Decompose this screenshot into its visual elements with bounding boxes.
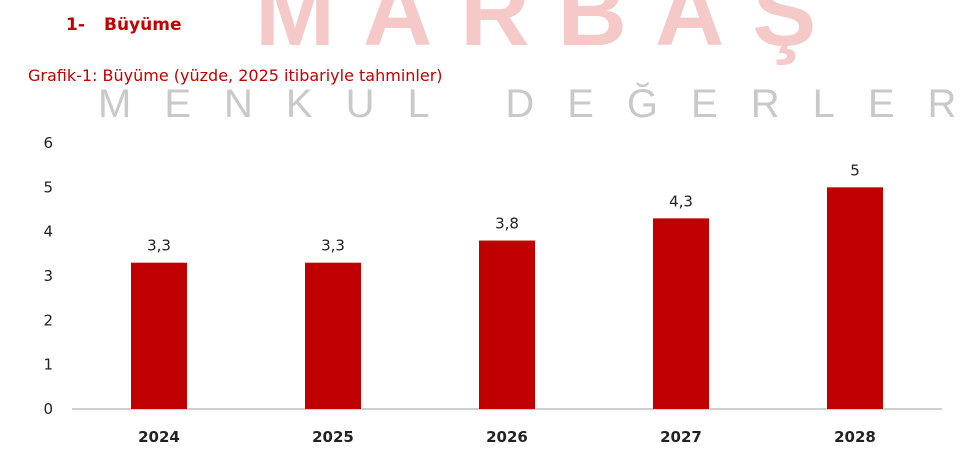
section-number: 1- xyxy=(66,15,85,35)
y-tick-label: 1 xyxy=(43,356,53,374)
y-tick-label: 0 xyxy=(43,400,53,418)
bar xyxy=(653,218,709,409)
section-title: Büyüme xyxy=(104,15,182,35)
data-label: 3,3 xyxy=(321,237,345,255)
data-label: 3,3 xyxy=(147,237,171,255)
x-tick-label: 2027 xyxy=(660,428,702,446)
y-tick-label: 2 xyxy=(43,311,53,329)
x-tick-label: 2025 xyxy=(312,428,354,446)
data-label: 3,8 xyxy=(495,215,519,233)
data-label: 4,3 xyxy=(669,192,693,210)
x-tick-label: 2024 xyxy=(138,428,180,446)
y-tick-label: 5 xyxy=(43,178,53,196)
y-tick-label: 6 xyxy=(43,134,53,152)
y-tick-label: 4 xyxy=(43,223,53,241)
x-tick-label: 2026 xyxy=(486,428,528,446)
bar xyxy=(479,240,535,409)
y-tick-label: 3 xyxy=(43,267,53,285)
bar xyxy=(131,262,187,409)
chart-title: Grafik-1: Büyüme (yüzde, 2025 itibariyle… xyxy=(28,66,443,85)
bar xyxy=(305,262,361,409)
x-tick-label: 2028 xyxy=(834,428,876,446)
data-label: 5 xyxy=(850,161,860,179)
bar xyxy=(827,187,883,409)
section-heading: 1- Büyüme xyxy=(66,15,182,35)
